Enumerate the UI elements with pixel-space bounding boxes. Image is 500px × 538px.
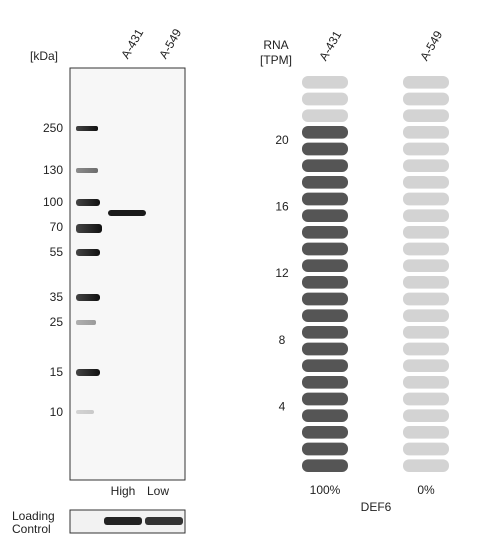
pill	[403, 326, 449, 339]
pill	[302, 92, 348, 106]
y-tick-label: 20	[275, 133, 289, 147]
pill	[302, 76, 348, 89]
pill	[403, 226, 449, 239]
pill	[403, 209, 449, 222]
pill	[302, 209, 348, 222]
pill	[302, 242, 348, 256]
y-tick-label: 16	[275, 200, 289, 214]
share-label: 0%	[417, 483, 435, 497]
y-tick-label: 4	[279, 400, 286, 414]
axis-label: RNA	[263, 38, 288, 52]
pill	[403, 176, 449, 189]
marker-label: 25	[50, 315, 64, 329]
loading-label: Loading	[12, 509, 55, 523]
level-label: Low	[147, 484, 169, 498]
pill	[403, 392, 449, 406]
pill	[403, 192, 449, 206]
loading-label: Control	[12, 522, 51, 536]
pill	[302, 142, 348, 156]
marker-label: 15	[50, 365, 64, 379]
pill	[403, 459, 449, 472]
y-tick-label: 8	[279, 333, 286, 347]
pill	[302, 109, 348, 122]
ladder	[76, 126, 102, 414]
pill	[302, 292, 348, 306]
series-label: A-549	[417, 28, 445, 63]
pill	[403, 292, 449, 306]
pill	[403, 126, 449, 139]
share-label: 100%	[310, 483, 341, 497]
pill	[302, 342, 348, 356]
pill	[302, 376, 348, 389]
gene-label: DEF6	[361, 500, 392, 514]
pill	[302, 309, 348, 322]
pill	[302, 442, 348, 456]
pill	[403, 109, 449, 122]
pill	[403, 442, 449, 456]
pill	[302, 176, 348, 189]
pill	[302, 126, 348, 139]
marker-label: 55	[50, 245, 64, 259]
marker-label: 70	[50, 220, 64, 234]
pill	[403, 159, 449, 172]
pill	[302, 359, 348, 372]
pill	[403, 92, 449, 106]
pill	[302, 159, 348, 172]
level-label: High	[111, 484, 136, 498]
pill	[403, 242, 449, 256]
loading-band	[104, 517, 142, 525]
pill	[403, 426, 449, 439]
pill	[302, 226, 348, 239]
series-label: A-431	[316, 28, 344, 63]
pill	[302, 276, 348, 289]
pill	[403, 259, 449, 272]
pill	[403, 359, 449, 372]
marker-label: 10	[50, 405, 64, 419]
pill	[403, 76, 449, 89]
pill	[302, 192, 348, 206]
loading-band	[145, 517, 183, 525]
pill	[302, 459, 348, 472]
axis-label: [TPM]	[260, 53, 292, 67]
pill	[302, 392, 348, 406]
y-tick-label: 12	[275, 266, 289, 280]
pill	[302, 426, 348, 439]
lane-label: A-549	[156, 26, 184, 61]
marker-label: 35	[50, 290, 64, 304]
pill	[403, 409, 449, 422]
pill	[403, 342, 449, 356]
pill	[403, 309, 449, 322]
marker-label: 100	[43, 195, 63, 209]
pill	[403, 376, 449, 389]
pill	[403, 276, 449, 289]
pill	[302, 409, 348, 422]
marker-label: 130	[43, 163, 63, 177]
pill	[403, 142, 449, 156]
unit-label: [kDa]	[30, 49, 58, 63]
pill	[302, 326, 348, 339]
pill	[302, 259, 348, 272]
marker-label: 250	[43, 121, 63, 135]
lane-label: A-431	[118, 26, 146, 61]
band	[108, 210, 146, 216]
